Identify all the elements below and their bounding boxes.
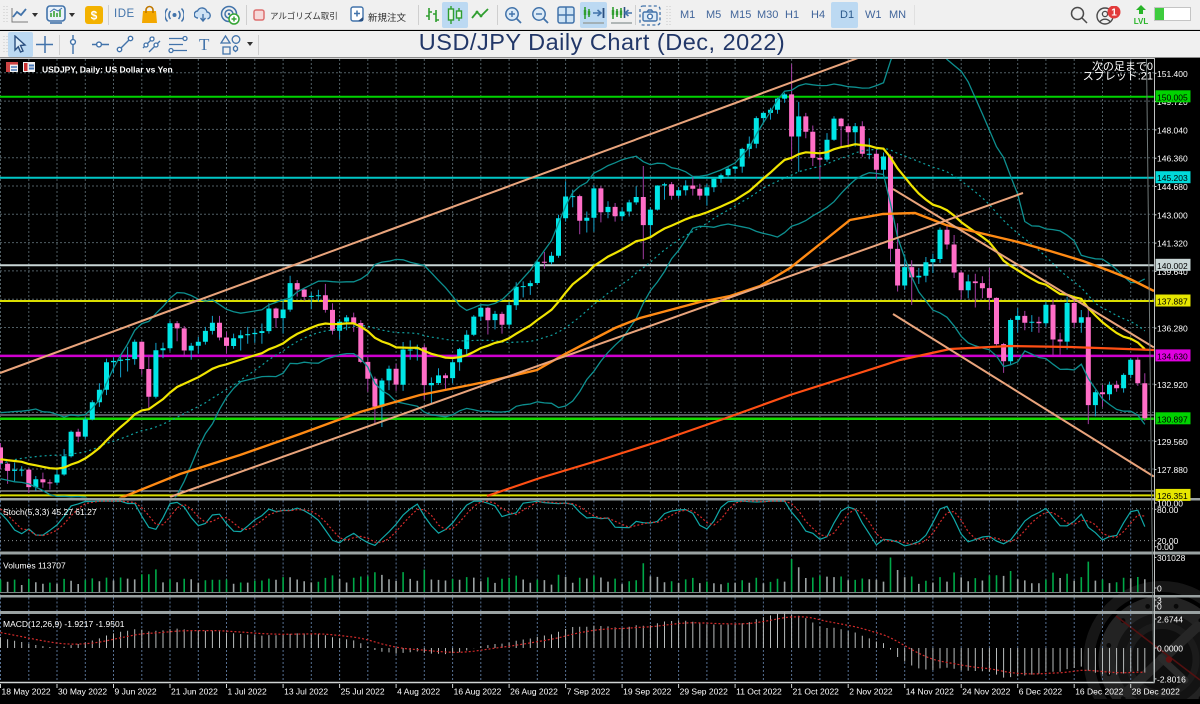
svg-text:9 Jun 2022: 9 Jun 2022 — [115, 687, 157, 697]
svg-text:-2.8016: -2.8016 — [1157, 674, 1186, 684]
svg-text:19 Sep 2022: 19 Sep 2022 — [623, 687, 671, 697]
svg-text:26 Aug 2022: 26 Aug 2022 — [510, 687, 558, 697]
svg-text:145.203: 145.203 — [1157, 173, 1188, 183]
svg-text:134.630: 134.630 — [1157, 351, 1188, 361]
svg-text:スプレッド:21: スプレッド:21 — [1083, 70, 1153, 83]
svg-text:2 Nov 2022: 2 Nov 2022 — [849, 687, 893, 697]
svg-text:16 Dec 2022: 16 Dec 2022 — [1075, 687, 1123, 697]
svg-text:7 Sep 2022: 7 Sep 2022 — [567, 687, 611, 697]
svg-text:0: 0 — [1157, 584, 1162, 594]
svg-text:Stoch(5,3,3) 45.27 61.27: Stoch(5,3,3) 45.27 61.27 — [3, 507, 97, 517]
svg-text:146.360: 146.360 — [1157, 154, 1188, 164]
svg-text:$: $ — [91, 9, 98, 23]
svg-text:0: 0 — [1157, 602, 1162, 612]
svg-text:136.280: 136.280 — [1157, 324, 1188, 334]
svg-text:USDJPY, Daily: US Dollar vs Y: USDJPY, Daily: US Dollar vs Yen — [42, 65, 173, 75]
svg-text:140.002: 140.002 — [1157, 261, 1188, 271]
svg-text:25 Jul 2022: 25 Jul 2022 — [341, 687, 385, 697]
svg-text:21 Oct 2022: 21 Oct 2022 — [793, 687, 840, 697]
svg-text:132.920: 132.920 — [1157, 380, 1188, 390]
svg-text:150.005: 150.005 — [1157, 92, 1188, 102]
svg-text:29 Sep 2022: 29 Sep 2022 — [680, 687, 728, 697]
svg-text:28 Dec 2022: 28 Dec 2022 — [1132, 687, 1180, 697]
svg-text:次の足まで0: 次の足まで0 — [1092, 59, 1153, 73]
svg-text:2.6744: 2.6744 — [1157, 615, 1183, 625]
svg-text:139.640: 139.640 — [1157, 267, 1188, 277]
svg-text:20.00: 20.00 — [1157, 536, 1179, 546]
svg-text:13 Jul 2022: 13 Jul 2022 — [284, 687, 328, 697]
svg-text:1 Jul 2022: 1 Jul 2022 — [228, 687, 267, 697]
svg-text:18 May 2022: 18 May 2022 — [2, 687, 51, 697]
svg-text:126.351: 126.351 — [1157, 491, 1188, 501]
svg-text:148.040: 148.040 — [1157, 125, 1188, 135]
svg-text:11 Oct 2022: 11 Oct 2022 — [736, 687, 782, 697]
svg-text:137.887: 137.887 — [1157, 297, 1188, 307]
svg-text:144.680: 144.680 — [1157, 182, 1188, 192]
svg-text:301028: 301028 — [1157, 553, 1186, 563]
svg-text:0.0000: 0.0000 — [1157, 644, 1183, 654]
svg-text:24 Nov 2022: 24 Nov 2022 — [962, 687, 1010, 697]
svg-text:130.897: 130.897 — [1157, 414, 1188, 424]
svg-text:Volumes 113707: Volumes 113707 — [3, 561, 66, 571]
svg-text:16 Aug 2022: 16 Aug 2022 — [454, 687, 502, 697]
svg-text:151.400: 151.400 — [1157, 69, 1188, 79]
svg-text:21 Jun 2022: 21 Jun 2022 — [171, 687, 218, 697]
svg-text:100.00: 100.00 — [1157, 499, 1183, 509]
svg-text:129.560: 129.560 — [1157, 437, 1188, 447]
svg-text:MACD(12,26,9) -1.9217 -1.9501: MACD(12,26,9) -1.9217 -1.9501 — [3, 619, 125, 629]
svg-text:14 Nov 2022: 14 Nov 2022 — [906, 687, 954, 697]
svg-text:6 Dec 2022: 6 Dec 2022 — [1019, 687, 1063, 697]
svg-text:30 May 2022: 30 May 2022 — [58, 687, 107, 697]
svg-text:127.880: 127.880 — [1157, 465, 1188, 475]
svg-text:3: 3 — [1157, 596, 1162, 606]
svg-text:4 Aug 2022: 4 Aug 2022 — [397, 687, 440, 697]
svg-text:1: 1 — [1111, 8, 1117, 19]
svg-text:0.00: 0.00 — [1157, 542, 1174, 552]
svg-text:141.320: 141.320 — [1157, 239, 1188, 249]
svg-text:LVL: LVL — [1134, 17, 1149, 26]
svg-text:143.000: 143.000 — [1157, 210, 1188, 220]
svg-text:80.00: 80.00 — [1157, 505, 1179, 515]
